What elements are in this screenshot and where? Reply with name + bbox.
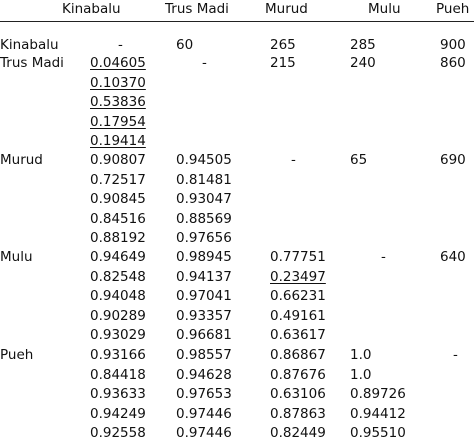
column-header-mulu: Mulu (368, 1, 401, 17)
table-cell: 0.82449 (270, 425, 326, 441)
table-cell: 0.94249 (90, 405, 146, 422)
table-cell: 690 (440, 152, 466, 168)
table-cell: 0.98945 (176, 249, 232, 265)
table-cell: 640 (440, 249, 466, 265)
table-cell: 1.0 (350, 366, 372, 383)
header-rule (0, 21, 474, 22)
row-label-mulu: Mulu (0, 249, 33, 265)
table-cell: 0.90845 (90, 191, 146, 207)
diagonal-dash: - (453, 347, 458, 363)
table-cell: 0.94412 (350, 405, 406, 422)
table-cell: 0.95510 (350, 425, 406, 441)
diagonal-dash: - (202, 55, 207, 71)
table-cell: 0.93633 (90, 386, 146, 402)
table-cell: 0.63617 (270, 327, 326, 343)
table-cell: 0.72517 (90, 171, 146, 188)
table-cell: 0.97656 (176, 230, 232, 246)
table-cell: 0.98557 (176, 347, 232, 363)
table-cell: 0.94137 (176, 268, 232, 285)
table-cell: 0.93166 (90, 347, 146, 363)
table-cell: 0.66231 (270, 288, 326, 304)
table-cell: 60 (176, 37, 194, 53)
table-cell: 0.93357 (176, 307, 232, 324)
diagonal-dash: - (118, 37, 123, 53)
table-cell: 65 (350, 152, 368, 168)
table-cell: 0.94649 (90, 249, 146, 265)
table-cell: 0.93047 (176, 191, 232, 207)
column-header-trus-madi: Trus Madi (165, 1, 229, 17)
table-cell: 0.53836 (90, 94, 146, 110)
table-cell: 0.93029 (90, 327, 146, 343)
table-cell: 0.87863 (270, 405, 326, 422)
table-cell: 0.90807 (90, 152, 146, 168)
table-cell: 0.94628 (176, 366, 232, 383)
diagonal-dash: - (381, 249, 386, 265)
table-cell: 0.17954 (90, 113, 146, 130)
table-cell: 0.89726 (350, 386, 406, 402)
table-cell: 0.92558 (90, 425, 146, 441)
table-cell: 0.82548 (90, 268, 146, 285)
row-label-kinabalu: Kinabalu (0, 37, 59, 53)
row-label-trus-madi: Trus Madi (0, 55, 64, 71)
table-cell: 0.94505 (176, 152, 232, 168)
column-header-murud: Murud (265, 1, 308, 17)
table-cell: 0.04605 (90, 55, 146, 71)
row-label-pueh: Pueh (0, 347, 34, 363)
diagonal-dash: - (291, 152, 296, 168)
table-cell: 0.97041 (176, 288, 232, 304)
table-cell: 285 (350, 37, 376, 53)
table-cell: 0.81481 (176, 171, 232, 188)
table-cell: 0.94048 (90, 288, 146, 304)
column-header-pueh: Pueh (436, 1, 470, 17)
table-cell: 0.84418 (90, 366, 146, 383)
table-cell: 0.97653 (176, 386, 232, 402)
table-cell: 0.77751 (270, 249, 326, 265)
table-cell: 0.88192 (90, 230, 146, 246)
table-cell: 0.84516 (90, 210, 146, 227)
table-cell: 0.88569 (176, 210, 232, 227)
table-cell: 0.63106 (270, 386, 326, 402)
table-cell: 860 (440, 55, 466, 71)
table-cell: 0.10370 (90, 74, 146, 91)
table-cell: 0.90289 (90, 307, 146, 324)
table-cell: 265 (270, 37, 296, 53)
table-cell: 0.87676 (270, 366, 326, 383)
table-cell: 900 (440, 37, 466, 53)
table-cell: 1.0 (350, 347, 372, 363)
column-header-kinabalu: Kinabalu (62, 1, 121, 17)
table-cell: 0.19414 (90, 133, 146, 149)
table-cell: 240 (350, 55, 376, 71)
table-cell: 0.86867 (270, 347, 326, 363)
table-cell: 0.97446 (176, 425, 232, 441)
table-cell: 0.49161 (270, 307, 326, 324)
table-cell: 215 (270, 55, 296, 71)
row-label-murud: Murud (0, 152, 43, 168)
table-cell: 0.97446 (176, 405, 232, 422)
table-cell: 0.23497 (270, 268, 326, 285)
table-cell: 0.96681 (176, 327, 232, 343)
